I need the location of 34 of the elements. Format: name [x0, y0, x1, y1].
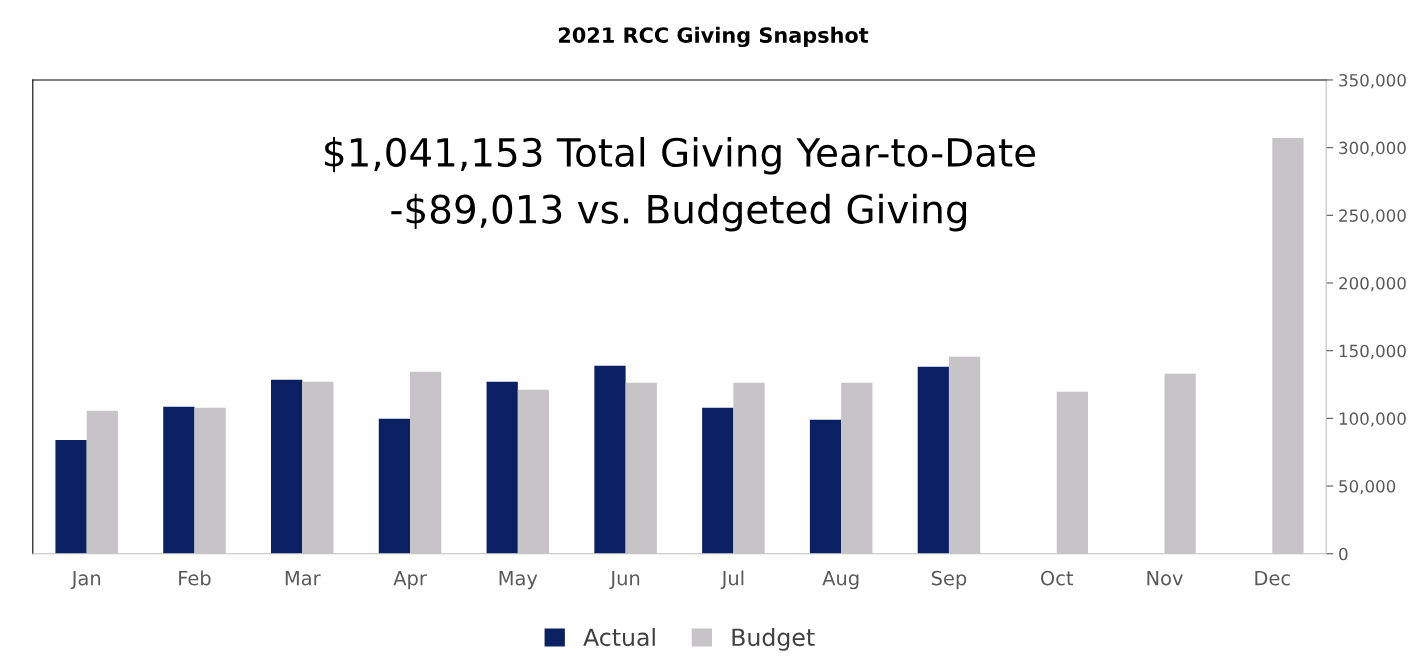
y-tick-label: 200,000 — [1339, 276, 1406, 292]
x-tick-label: Aug — [822, 570, 859, 590]
y-tick-label: 350,000 — [1339, 73, 1406, 89]
y-tick-label: 100,000 — [1339, 412, 1406, 427]
x-tick-label: Jul — [720, 570, 744, 590]
bar — [809, 419, 842, 554]
bar — [917, 366, 949, 554]
x-tick-label: Apr — [393, 570, 427, 590]
y-tick-label: 50,000 — [1339, 480, 1396, 495]
x-tick-label: Mar — [285, 570, 321, 586]
bar — [271, 379, 303, 554]
annotation: -$89,013 vs. Budgeted Giving — [391, 193, 967, 232]
bar — [378, 418, 411, 554]
x-tick-label: Jan — [70, 570, 101, 590]
legend-label: Actual — [583, 627, 655, 647]
x-tick-label: May — [499, 570, 538, 590]
y-tick-label: 0 — [1339, 547, 1348, 561]
y-tick-label: 250,000 — [1339, 209, 1406, 224]
x-tick-label: Jun — [609, 570, 640, 590]
x-tick-label: Nov — [1147, 570, 1183, 586]
legend-label: Budget — [732, 627, 815, 651]
bar — [163, 406, 195, 554]
y-tick-label: 300,000 — [1339, 141, 1406, 156]
chart-title: 2021 RCC Giving Snapshot — [558, 26, 869, 48]
x-tick-label: Sep — [931, 570, 967, 590]
bar — [594, 365, 626, 554]
x-tick-label: Oct — [1041, 570, 1074, 586]
annotation: $1,041,153 Total Giving Year-to-Date — [325, 136, 1036, 175]
bar — [486, 381, 518, 554]
bar — [55, 440, 87, 554]
bar — [702, 407, 734, 554]
x-tick-label: Feb — [179, 570, 211, 586]
x-tick-label: Dec — [1255, 570, 1290, 586]
y-tick-label: 150,000 — [1339, 344, 1406, 359]
